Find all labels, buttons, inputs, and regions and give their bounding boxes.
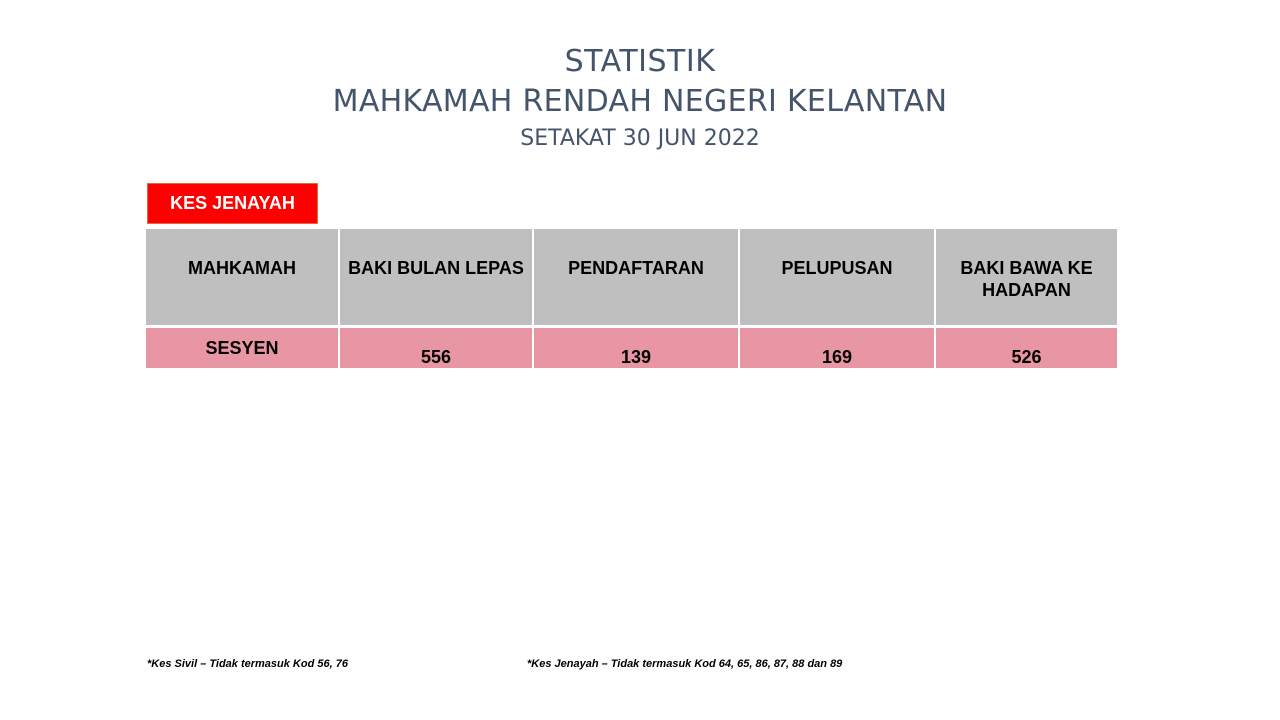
header-pelupusan: PELUPUSAN [740, 229, 934, 325]
cell-mahkamah: SESYEN [146, 328, 338, 368]
header-mahkamah: MAHKAMAH [146, 229, 338, 325]
footnote-civil: *Kes Sivil – Tidak termasuk Kod 56, 76 [147, 658, 348, 670]
cell-baki-bawa-ke-hadapan: 526 [936, 328, 1117, 368]
title-date: SETAKAT 30 JUN 2022 [520, 126, 760, 151]
cell-baki-bulan-lepas: 556 [340, 328, 532, 368]
title-statistik: STATISTIK [564, 44, 716, 79]
header-baki-bawa-ke-hadapan: BAKI BAWA KE HADAPAN [936, 229, 1117, 325]
header-pendaftaran: PENDAFTARAN [534, 229, 738, 325]
title-block: STATISTIK MAHKAMAH RENDAH NEGERI KELANTA… [0, 42, 1280, 156]
footnote-criminal: *Kes Jenayah – Tidak termasuk Kod 64, 65… [527, 658, 843, 670]
cell-pelupusan: 169 [740, 328, 934, 368]
title-court-name: MAHKAMAH RENDAH NEGERI KELANTAN [332, 84, 948, 119]
header-baki-bulan-lepas: BAKI BULAN LEPAS [340, 229, 532, 325]
table-row: SESYEN 556 139 169 526 [146, 328, 1117, 368]
stats-table: MAHKAMAH BAKI BULAN LEPAS PENDAFTARAN PE… [144, 226, 1119, 371]
cell-pendaftaran: 139 [534, 328, 738, 368]
table-header-row: MAHKAMAH BAKI BULAN LEPAS PENDAFTARAN PE… [146, 229, 1117, 325]
category-badge: KES JENAYAH [147, 183, 318, 224]
